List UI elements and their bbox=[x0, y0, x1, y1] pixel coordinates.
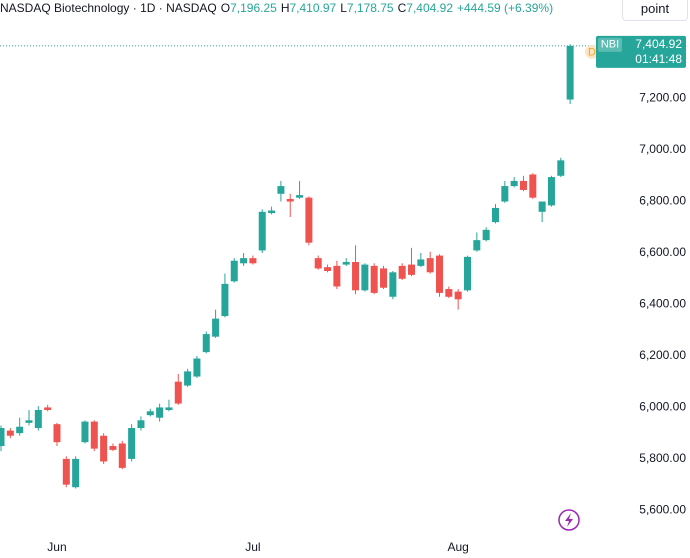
candle-body bbox=[277, 186, 285, 194]
ohlc-value: 7,404.92 bbox=[406, 1, 453, 15]
candle-body bbox=[81, 421, 89, 443]
candle-body bbox=[128, 428, 136, 459]
candle-body bbox=[156, 407, 164, 418]
ohlc-label: H bbox=[280, 1, 290, 15]
candle-body bbox=[296, 195, 304, 198]
y-tick-label: 5,800.00 bbox=[639, 451, 686, 465]
candle-body bbox=[361, 264, 369, 291]
symbol-box bbox=[598, 37, 622, 52]
candle-body bbox=[174, 381, 182, 404]
candle-body bbox=[109, 446, 117, 450]
candle-body bbox=[0, 428, 5, 447]
ohlc-label: L bbox=[340, 1, 347, 15]
candle-body bbox=[202, 334, 210, 353]
candle-body bbox=[538, 201, 546, 212]
symbol-label: NBI bbox=[601, 39, 619, 51]
candle-body bbox=[473, 240, 481, 251]
candle-body bbox=[557, 160, 565, 176]
candle-body bbox=[100, 435, 108, 462]
candle-body bbox=[137, 420, 145, 429]
ohlc-value: 7,178.75 bbox=[346, 1, 394, 15]
candle-body bbox=[53, 424, 61, 443]
candle-body bbox=[501, 186, 509, 202]
candle-body bbox=[389, 272, 397, 297]
candle-body bbox=[16, 426, 24, 434]
candle-body bbox=[491, 207, 499, 223]
candle-body bbox=[193, 358, 201, 377]
alert-bolt bbox=[565, 513, 573, 527]
candle-body bbox=[510, 180, 518, 187]
change: +444.59 (+6.39%) bbox=[457, 1, 554, 15]
candle-body bbox=[370, 265, 378, 293]
y-tick-label: 6,000.00 bbox=[639, 400, 686, 414]
ohlc-label: O bbox=[220, 1, 231, 15]
candle-body bbox=[482, 229, 490, 241]
candle-body bbox=[212, 318, 220, 337]
y-tick-label: 7,000.00 bbox=[639, 142, 686, 156]
candle-body bbox=[6, 430, 14, 436]
candle-body bbox=[324, 267, 332, 272]
candle-body bbox=[34, 410, 42, 429]
session-marker-text: D bbox=[588, 47, 596, 59]
candle-body bbox=[529, 174, 537, 198]
candle-body bbox=[566, 45, 574, 100]
x-tick-label: Aug bbox=[447, 540, 468, 554]
y-tick-label: 6,400.00 bbox=[639, 297, 686, 311]
candle-body bbox=[408, 264, 416, 275]
candle-body bbox=[249, 258, 257, 264]
candle-body bbox=[62, 458, 70, 485]
candle-body bbox=[454, 291, 462, 300]
ohlc-label: C bbox=[397, 1, 407, 15]
symbol-title: NASDAQ Biotechnology · 1D · NASDAQ bbox=[0, 1, 217, 15]
last-price-label: 7,404.92 bbox=[635, 37, 682, 51]
candle-body bbox=[445, 289, 453, 297]
candle-body bbox=[333, 265, 341, 287]
candle-body bbox=[286, 198, 294, 202]
x-tick-label: Jul bbox=[245, 540, 260, 554]
candle-body bbox=[165, 407, 173, 411]
candle-body bbox=[314, 258, 322, 269]
candle-body bbox=[342, 262, 350, 265]
point-button[interactable]: point bbox=[622, 0, 688, 21]
candle-body bbox=[398, 265, 406, 279]
y-tick-label: 7,200.00 bbox=[639, 91, 686, 105]
y-tick-label: 5,600.00 bbox=[639, 503, 686, 517]
candle-body bbox=[417, 259, 425, 266]
y-tick-label: 6,800.00 bbox=[639, 194, 686, 208]
candle-body bbox=[240, 258, 248, 264]
candle-body bbox=[380, 268, 388, 288]
legend-header: NASDAQ Biotechnology · 1D · NASDAQ O7,196… bbox=[0, 0, 554, 16]
candle-body bbox=[436, 255, 444, 293]
candle-body bbox=[352, 262, 360, 291]
y-tick-label: 6,200.00 bbox=[639, 348, 686, 362]
candle-body bbox=[25, 420, 33, 423]
candle-body bbox=[519, 180, 527, 190]
candle-body bbox=[230, 260, 238, 282]
candle-body bbox=[90, 421, 98, 449]
candle-body bbox=[305, 197, 313, 243]
candle-body bbox=[258, 211, 266, 251]
candle-body bbox=[464, 256, 471, 291]
candle-body bbox=[221, 283, 229, 317]
candle-body bbox=[118, 443, 126, 468]
candle-body bbox=[426, 258, 434, 273]
price-label-box bbox=[596, 35, 686, 68]
alert-icon bbox=[558, 509, 580, 531]
candle-body bbox=[547, 177, 555, 206]
candle-body bbox=[44, 407, 52, 411]
x-tick-label: Jun bbox=[47, 540, 66, 554]
ohlc-value: 7,196.25 bbox=[230, 1, 277, 15]
candle-body bbox=[268, 210, 276, 214]
y-tick-label: 6,600.00 bbox=[639, 245, 686, 259]
candle-body bbox=[146, 411, 154, 416]
candle-body bbox=[72, 458, 80, 488]
candle-body bbox=[184, 371, 192, 386]
session-marker bbox=[585, 44, 599, 59]
ohlc-value: 7,410.97 bbox=[289, 1, 337, 15]
countdown: 01:41:48 bbox=[635, 52, 682, 66]
